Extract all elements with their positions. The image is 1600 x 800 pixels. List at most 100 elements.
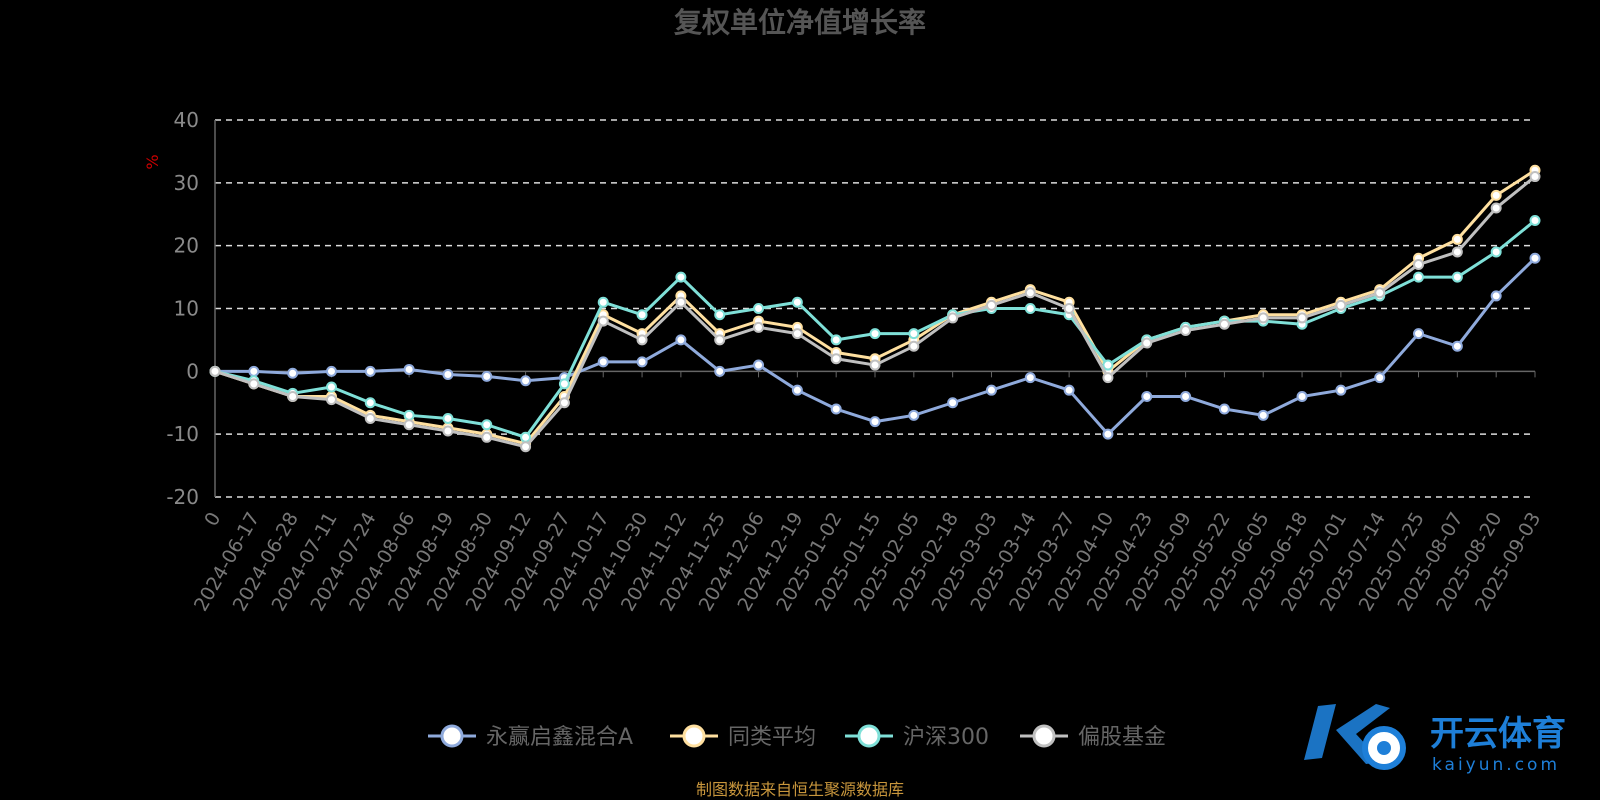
data-point — [1490, 290, 1502, 302]
data-point — [442, 425, 454, 437]
data-point — [947, 397, 959, 409]
data-point — [1529, 171, 1541, 183]
data-point — [1141, 337, 1153, 349]
data-point — [364, 365, 376, 377]
data-point — [753, 303, 765, 314]
data-point — [1063, 303, 1075, 314]
data-point — [1529, 252, 1541, 264]
data-point — [791, 296, 803, 308]
data-point — [985, 384, 997, 396]
data-point — [830, 353, 842, 365]
data-point — [1296, 312, 1308, 324]
data-point — [753, 321, 765, 333]
data-point — [1180, 390, 1192, 402]
data-point — [442, 412, 454, 424]
data-point — [1374, 372, 1386, 384]
data-point — [830, 403, 842, 415]
legend-label: 同类平均 — [728, 725, 816, 750]
legend-label: 沪深300 — [903, 725, 989, 750]
legend-marker-icon — [682, 724, 706, 748]
data-point — [1413, 271, 1425, 283]
data-point — [209, 365, 221, 377]
data-point — [1296, 390, 1308, 402]
data-point — [714, 365, 726, 377]
data-point — [1490, 189, 1502, 201]
data-point — [597, 296, 609, 308]
data-point — [1024, 372, 1036, 384]
series-lines — [209, 164, 1541, 453]
data-point — [558, 397, 570, 409]
legend-item-3[interactable]: 偏股基金 — [1020, 724, 1166, 750]
data-point — [1102, 372, 1114, 384]
data-point — [287, 390, 299, 402]
data-point — [675, 296, 687, 308]
y-tick-label: 20 — [174, 234, 199, 258]
data-point — [636, 309, 648, 321]
legend-label: 偏股基金 — [1078, 725, 1166, 750]
y-tick-labels: -20 -10 0 10 20 30 40 — [166, 108, 199, 509]
data-point — [325, 381, 337, 393]
data-point — [985, 299, 997, 311]
data-point — [1374, 287, 1386, 299]
data-point — [1102, 428, 1114, 440]
data-point — [248, 378, 260, 390]
data-point — [1141, 390, 1153, 402]
data-point — [1180, 324, 1192, 336]
y-tick-label: -20 — [166, 485, 199, 509]
data-point — [1257, 409, 1269, 421]
data-point — [520, 431, 532, 443]
x-tick-label: 0 — [200, 509, 225, 530]
chart-title: 复权单位净值增长率 — [674, 6, 926, 39]
data-point — [1529, 215, 1541, 227]
data-point — [597, 315, 609, 327]
legend-item-1[interactable]: 同类平均 — [670, 724, 816, 750]
data-point — [1063, 384, 1075, 396]
data-point — [908, 328, 920, 340]
data-point — [558, 378, 570, 390]
data-point — [520, 441, 532, 453]
y-tick-label: 40 — [174, 108, 199, 132]
data-point — [791, 384, 803, 396]
y-tick-label: -10 — [166, 422, 199, 446]
x-tick-labels: 02024-06-172024-06-282024-07-112024-07-2… — [190, 371, 1545, 615]
y-tick-label: 10 — [174, 297, 199, 321]
data-point — [248, 365, 260, 377]
data-point — [1218, 318, 1230, 330]
legend-marker-icon — [857, 724, 881, 748]
data-point — [403, 409, 415, 421]
data-point — [869, 328, 881, 340]
data-point — [1024, 287, 1036, 299]
data-point — [908, 340, 920, 352]
data-point — [1257, 312, 1269, 324]
data-point — [869, 359, 881, 371]
data-point — [1413, 259, 1425, 271]
data-point — [714, 334, 726, 346]
data-point — [1218, 403, 1230, 415]
data-point — [403, 419, 415, 431]
data-point — [1335, 384, 1347, 396]
data-point — [481, 431, 493, 443]
data-point — [1102, 359, 1114, 371]
data-point — [908, 409, 920, 421]
data-point — [791, 328, 803, 340]
data-point — [1413, 328, 1425, 340]
legend-item-0[interactable]: 永赢启鑫混合A — [428, 724, 633, 750]
data-point — [1335, 299, 1347, 311]
data-point — [597, 356, 609, 368]
data-point — [1451, 233, 1463, 245]
legend-item-2[interactable]: 沪深300 — [845, 724, 989, 750]
source-note: 制图数据来自恒生聚源数据库 — [696, 780, 904, 799]
legend[interactable]: 永赢启鑫混合A 同类平均 沪深300 偏股基金 — [428, 724, 1166, 750]
data-point — [1451, 246, 1463, 258]
data-point — [636, 356, 648, 368]
data-point — [636, 334, 648, 346]
data-point — [869, 416, 881, 428]
data-point — [1451, 340, 1463, 352]
data-point — [714, 309, 726, 321]
data-point — [481, 419, 493, 431]
data-point — [364, 397, 376, 409]
data-point — [1490, 246, 1502, 258]
data-point — [325, 365, 337, 377]
data-point — [364, 412, 376, 424]
